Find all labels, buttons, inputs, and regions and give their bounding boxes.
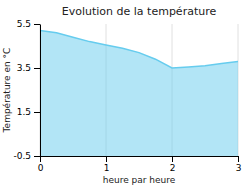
tick: 5.5 <box>17 19 40 29</box>
tick-label: 0 <box>38 163 44 173</box>
tick-mark <box>34 112 40 113</box>
tick: 2 <box>170 156 176 173</box>
tick: 3 <box>236 156 242 173</box>
y-axis-title: Température en °C <box>2 48 12 134</box>
grid <box>40 24 238 156</box>
tick-label: 1 <box>104 163 110 173</box>
tick-mark <box>40 156 41 162</box>
tick: 1 <box>104 156 110 173</box>
tick-label: 2 <box>170 163 176 173</box>
title: Evolution de la température <box>62 5 217 18</box>
tick: 1.5 <box>17 107 40 117</box>
x-axis: 0 1 2 3 <box>38 156 242 173</box>
tick-mark <box>106 156 107 162</box>
tick-label: 5.5 <box>17 19 31 29</box>
tick: -0.5 <box>13 151 40 161</box>
tick: 3.5 <box>17 63 40 73</box>
tick: 0 <box>38 156 44 173</box>
tick-mark <box>172 156 173 162</box>
tick-label: 3 <box>236 163 242 173</box>
marks <box>40 31 238 156</box>
tick-mark <box>34 68 40 69</box>
tick-label: 3.5 <box>17 63 31 73</box>
tick-label: 1.5 <box>17 107 31 117</box>
axis-domain <box>41 156 239 157</box>
tick-label: -0.5 <box>13 151 31 161</box>
tick-mark <box>34 24 40 25</box>
axis-domain <box>40 25 41 157</box>
tick-mark <box>238 156 239 162</box>
plot: 0 1 2 3 -0.5 1.5 3.5 5.5 <box>13 19 241 173</box>
area <box>40 31 238 156</box>
tick-mark <box>34 156 40 157</box>
line <box>40 31 238 68</box>
chart: 0 1 2 3 -0.5 1.5 3.5 5.5 Evolution de la tempéra… <box>0 0 250 188</box>
x-axis-title: heure par heure <box>103 175 176 185</box>
grid-line <box>40 24 41 156</box>
y-axis: -0.5 1.5 3.5 5.5 <box>13 19 40 161</box>
